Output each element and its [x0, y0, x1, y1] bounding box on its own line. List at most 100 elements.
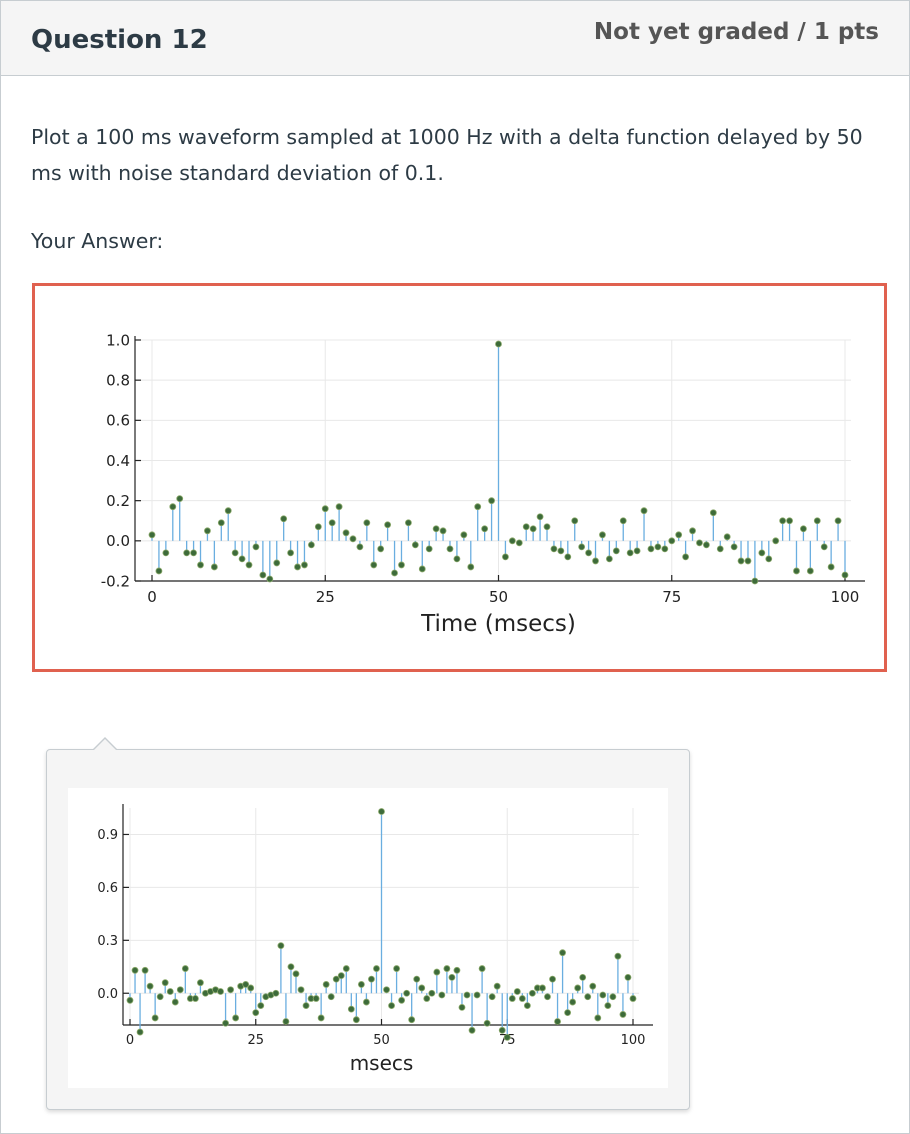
y-tick-label: 0.0	[106, 532, 130, 550]
stem-marker	[398, 996, 406, 1004]
stem-marker	[266, 575, 274, 583]
stem-marker	[197, 979, 204, 987]
stem-marker	[493, 982, 501, 990]
stem-marker	[370, 561, 378, 569]
stem-marker	[398, 561, 405, 569]
stem-marker	[498, 1026, 506, 1034]
stem-marker	[624, 973, 632, 981]
stem-marker	[418, 984, 426, 992]
stem-marker	[716, 545, 724, 553]
question-text: Plot a 100 ms waveform sampled at 1000 H…	[31, 125, 863, 185]
stem-marker	[222, 1019, 229, 1027]
x-tick-label: 50	[373, 1033, 390, 1048]
stem-marker	[448, 973, 456, 981]
stem-marker	[342, 529, 350, 537]
correct-answer-stem-plot: 0.90.60.30.00255075100msecs	[97, 804, 653, 1075]
stem-marker	[467, 563, 475, 571]
stem-marker	[327, 993, 335, 1001]
stem-marker	[287, 963, 295, 971]
stem-marker	[428, 989, 436, 997]
stem-marker	[474, 503, 482, 511]
stem-marker	[292, 970, 300, 978]
stem-marker	[460, 531, 468, 539]
stem-marker	[564, 553, 572, 561]
stem-marker	[231, 549, 239, 557]
stem-marker	[342, 965, 350, 972]
stem-marker	[438, 991, 446, 999]
stem-marker	[841, 571, 849, 579]
stem-marker	[307, 541, 315, 549]
stem-marker	[162, 549, 170, 557]
y-tick-label: 0.3	[97, 934, 118, 949]
stem-marker	[453, 555, 461, 563]
stem-marker	[793, 567, 800, 575]
stem-marker	[488, 993, 496, 1001]
stem-marker	[473, 991, 481, 999]
stem-marker	[518, 995, 526, 1002]
stem-marker	[594, 1014, 602, 1022]
stem-marker	[378, 808, 385, 815]
y-tick-label: 0.6	[97, 881, 118, 896]
stem-marker	[468, 1026, 476, 1034]
stem-marker	[245, 561, 253, 569]
stem-marker	[357, 981, 365, 988]
stem-marker	[751, 577, 759, 585]
stem-marker	[232, 1014, 240, 1022]
stem-marker	[549, 975, 556, 983]
y-tick-label: -0.2	[101, 572, 130, 590]
x-tick-label: 75	[662, 588, 681, 606]
stem-marker	[578, 543, 586, 551]
stem-marker	[373, 965, 380, 972]
stem-marker	[280, 515, 288, 523]
y-tick-label: 0.9	[97, 828, 118, 843]
stem-marker	[425, 545, 433, 553]
stem-marker	[589, 982, 597, 990]
stem-marker	[543, 523, 551, 531]
stem-marker	[217, 988, 224, 995]
x-tick-label: 25	[316, 588, 335, 606]
stem-marker	[259, 571, 267, 579]
stem-marker	[544, 993, 551, 1001]
stem-marker	[377, 545, 385, 553]
stem-marker	[388, 1002, 395, 1009]
x-tick-label: 25	[247, 1033, 264, 1048]
stem-marker	[554, 1018, 561, 1025]
stem-marker	[443, 965, 451, 972]
y-tick-label: 0.2	[106, 492, 130, 510]
y-tick-label: 1.0	[106, 331, 130, 349]
stem-marker	[478, 965, 486, 972]
stem-marker	[629, 995, 637, 1002]
stem-marker	[301, 561, 308, 569]
stem-marker	[224, 507, 232, 515]
stem-marker	[481, 525, 489, 533]
stem-marker	[368, 975, 375, 983]
stem-marker	[523, 1002, 531, 1009]
stem-marker	[322, 981, 330, 988]
question-grade: Not yet graded / 1 pts	[593, 19, 879, 45]
stem-marker	[723, 533, 731, 541]
stem-marker	[432, 525, 440, 533]
stem-marker	[131, 966, 139, 974]
stem-marker	[257, 1002, 265, 1009]
stem-marker	[786, 517, 793, 525]
stem-marker	[806, 567, 814, 575]
stem-marker	[148, 531, 156, 539]
stem-marker	[155, 567, 163, 575]
stem-marker	[204, 527, 211, 535]
stem-marker	[312, 995, 320, 1002]
stem-marker	[682, 553, 690, 561]
answer-label: Your Answer:	[31, 229, 164, 253]
stem-marker	[463, 991, 471, 999]
stem-marker	[183, 549, 191, 557]
stem-marker	[383, 986, 390, 994]
stem-marker	[272, 989, 280, 997]
y-tick-label: 0.0	[97, 987, 118, 1002]
stem-marker	[210, 563, 218, 571]
stem-marker	[508, 995, 516, 1002]
stem-marker	[277, 942, 285, 950]
stem-marker	[689, 527, 696, 535]
stem-marker	[557, 547, 565, 555]
stem-marker	[604, 1002, 612, 1009]
y-tick-label: 0.4	[106, 452, 130, 470]
stem-marker	[661, 545, 669, 553]
